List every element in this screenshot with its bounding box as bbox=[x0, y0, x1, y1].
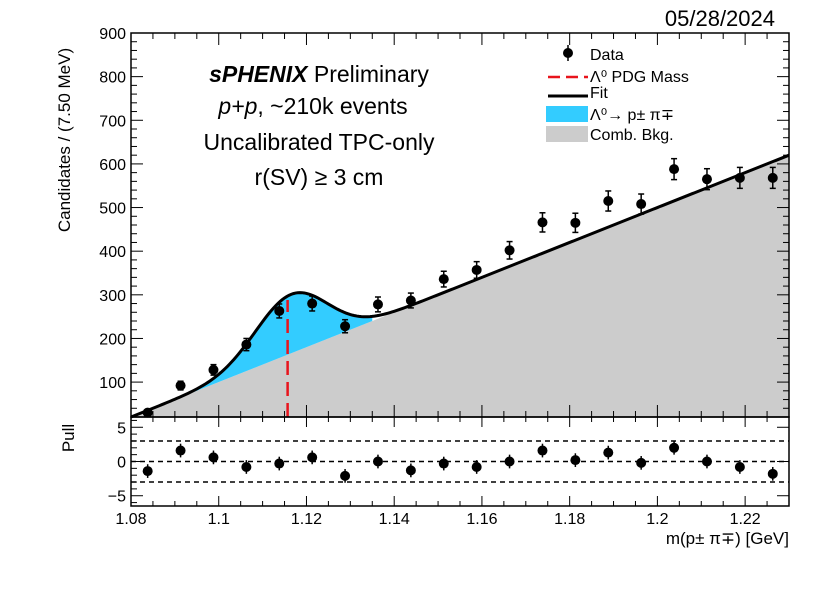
data-point bbox=[471, 264, 482, 275]
x-tick-label: 1.08 bbox=[115, 511, 146, 528]
pull-y-tick-label: −5 bbox=[108, 489, 126, 506]
data-point bbox=[175, 380, 186, 391]
preliminary-label: Preliminary bbox=[314, 61, 430, 87]
preliminary-title: sPHENIX Preliminary bbox=[209, 61, 429, 87]
pull-point bbox=[175, 445, 186, 456]
data-point bbox=[504, 245, 515, 256]
x-tick-label: 1.1 bbox=[208, 511, 230, 528]
pull-point bbox=[405, 465, 416, 476]
legend-pdg-label: Λ⁰ PDG Mass bbox=[590, 69, 689, 86]
data-point bbox=[570, 217, 581, 228]
brand-label: sPHENIX bbox=[209, 61, 309, 87]
legend: Data Λ⁰ PDG Mass Fit Λ⁰→ p± π∓ Comb. Bkg… bbox=[546, 45, 689, 144]
pull-point bbox=[307, 452, 318, 463]
signal-area bbox=[183, 292, 373, 397]
y-tick-label: 300 bbox=[99, 288, 126, 305]
y-tick-label: 700 bbox=[99, 113, 126, 130]
pull-point bbox=[142, 466, 153, 477]
x-tick-label: 1.14 bbox=[379, 511, 410, 528]
data-point bbox=[405, 295, 416, 306]
cut-label: r(SV) ≥ 3 cm bbox=[255, 164, 384, 190]
pull-layer bbox=[131, 440, 789, 483]
events-label: , ~210k events bbox=[257, 93, 407, 119]
x-tick-label: 1.22 bbox=[730, 511, 761, 528]
legend-signal-swatch bbox=[546, 106, 588, 122]
pull-point bbox=[734, 461, 745, 472]
pull-point bbox=[340, 470, 351, 481]
pull-point bbox=[603, 447, 614, 458]
date-label: 05/28/2024 bbox=[665, 6, 775, 31]
legend-signal-label: Λ⁰→ p± π∓ bbox=[590, 107, 674, 124]
data-point bbox=[142, 407, 153, 418]
pull-point bbox=[208, 452, 219, 463]
fit-curve bbox=[130, 153, 790, 419]
pull-y-axis-label: Pull bbox=[59, 424, 78, 452]
system-italic: p+p bbox=[217, 93, 257, 119]
data-point bbox=[340, 321, 351, 332]
data-point bbox=[669, 164, 680, 175]
x-tick-label: 1.12 bbox=[291, 511, 322, 528]
data-point bbox=[372, 299, 383, 310]
pull-point bbox=[636, 457, 647, 468]
y-tick-label: 200 bbox=[99, 331, 126, 348]
pull-point bbox=[471, 461, 482, 472]
pull-point bbox=[669, 442, 680, 453]
pull-y-tick-label: 0 bbox=[117, 455, 126, 472]
pull-y-tick-label: 5 bbox=[117, 420, 126, 437]
pull-point bbox=[701, 456, 712, 467]
calibration-label: Uncalibrated TPC-only bbox=[204, 129, 435, 155]
data-point bbox=[537, 217, 548, 228]
main-lines-layer bbox=[130, 153, 790, 419]
ticks-layer: 100 200 300 400 500 600 700 800 900 1.08 1.1 1.12 1.… bbox=[99, 26, 790, 528]
x-tick-label: 1.18 bbox=[554, 511, 585, 528]
x-tick-label: 1.16 bbox=[466, 511, 497, 528]
y-tick-label: 900 bbox=[99, 26, 126, 43]
main-data-layer bbox=[142, 157, 778, 418]
pull-point bbox=[537, 445, 548, 456]
legend-data-label: Data bbox=[590, 47, 624, 64]
pull-point bbox=[504, 456, 515, 467]
y-axis-label: Candidates / (7.50 MeV) bbox=[55, 48, 74, 232]
legend-bkg-swatch bbox=[546, 126, 588, 142]
data-point bbox=[701, 174, 712, 185]
pull-point bbox=[767, 468, 778, 479]
data-point bbox=[767, 172, 778, 183]
y-tick-label: 400 bbox=[99, 244, 126, 261]
data-point bbox=[438, 274, 449, 285]
pull-point bbox=[570, 455, 581, 466]
x-tick-label: 1.2 bbox=[646, 511, 668, 528]
legend-bkg-label: Comb. Bkg. bbox=[590, 127, 674, 144]
pull-point bbox=[372, 456, 383, 467]
system-label: p+p, ~210k events bbox=[217, 93, 407, 119]
y-tick-label: 600 bbox=[99, 157, 126, 174]
data-point bbox=[208, 364, 219, 375]
data-point bbox=[603, 196, 614, 206]
pull-point bbox=[438, 458, 449, 469]
pull-point bbox=[241, 461, 252, 472]
data-point bbox=[734, 172, 745, 183]
y-tick-label: 100 bbox=[99, 375, 126, 392]
y-tick-label: 500 bbox=[99, 201, 126, 218]
data-point bbox=[636, 199, 647, 210]
x-axis-label: m(p± π∓) [GeV] bbox=[666, 529, 789, 548]
data-point bbox=[241, 339, 252, 350]
pull-point bbox=[274, 458, 285, 469]
y-tick-label: 800 bbox=[99, 70, 126, 87]
data-point bbox=[274, 305, 285, 316]
legend-fit-label: Fit bbox=[590, 85, 608, 102]
data-point bbox=[307, 298, 318, 309]
